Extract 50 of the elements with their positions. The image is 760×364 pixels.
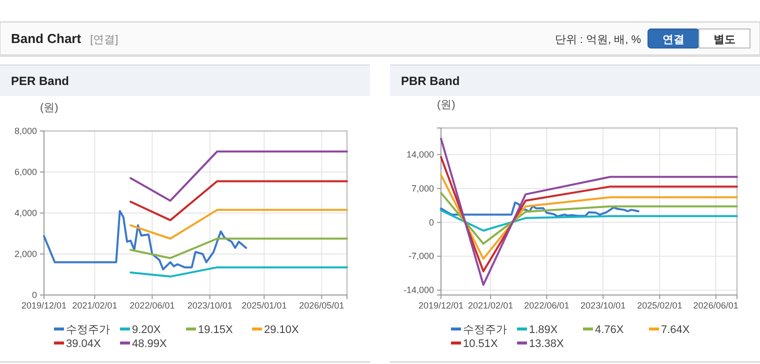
chart-title: PBR Band (401, 74, 460, 88)
legend-label: 29.10X (264, 324, 300, 336)
line-series (440, 209, 738, 232)
x-tick-label: 2025/01/01 (242, 300, 287, 310)
x-tick-label: 2022/06/01 (524, 300, 570, 310)
y-tick-label: -14,000 (403, 285, 434, 296)
text: 단위 : 억원, 배, % (554, 34, 642, 46)
legend-label: 19.15X (198, 324, 234, 336)
legend-label: 13.38X (529, 338, 565, 350)
y-tick-label: 7,000 (411, 183, 434, 194)
x-tick-label: 2026/05/01 (299, 300, 344, 310)
y-tick-label: 4,000 (14, 208, 37, 218)
x-tick-label: 2023/10/01 (580, 300, 626, 310)
y-axis-title: (원) (437, 99, 456, 111)
x-tick-label: 2023/10/01 (187, 300, 232, 310)
y-tick-label: 2,000 (14, 248, 37, 259)
legend-label: 48.99X (132, 338, 168, 350)
x-tick-label: 2025/02/01 (637, 300, 682, 310)
y-tick-label: 6,000 (14, 166, 37, 177)
text: [연결] (90, 34, 118, 46)
toggle-button: 별도 (698, 28, 750, 48)
legend-label: 39.04X (66, 338, 102, 350)
x-tick-label: 2019/12/01 (418, 300, 464, 310)
y-tick-label: 0 (32, 290, 37, 300)
y-tick-label: 14,000 (406, 150, 434, 160)
legend-label: 7.64X (661, 324, 690, 336)
legend-label: 1.89X (529, 324, 558, 336)
line-series (440, 192, 738, 245)
toggle-button-active: 연결 (648, 28, 700, 48)
text: Band Chart (11, 31, 82, 46)
legend-label: 수정주가 (463, 324, 507, 336)
y-tick-label: 0 (428, 217, 434, 228)
y-tick-label: 8,000 (14, 126, 37, 136)
legend-label: 수정주가 (66, 324, 110, 336)
y-tick-label: -7,000 (408, 251, 434, 262)
line-series (440, 156, 738, 272)
x-tick-label: 2021/02/01 (72, 300, 118, 310)
legend-label: 10.51X (463, 338, 499, 350)
legend-label: 9.20X (132, 324, 162, 336)
x-tick-label: 2026/06/01 (693, 300, 738, 310)
y-axis-title: (원) (40, 102, 58, 114)
line-series (440, 202, 640, 218)
x-tick-label: 2021/02/01 (468, 300, 514, 310)
line-series (43, 210, 248, 270)
chart-title: PER Band (11, 74, 70, 88)
line-series (440, 174, 738, 260)
x-tick-label: 2019/12/01 (21, 300, 67, 310)
x-tick-label: 2022/06/01 (130, 300, 175, 310)
legend-label: 4.76X (595, 324, 624, 336)
line-series (440, 138, 738, 286)
